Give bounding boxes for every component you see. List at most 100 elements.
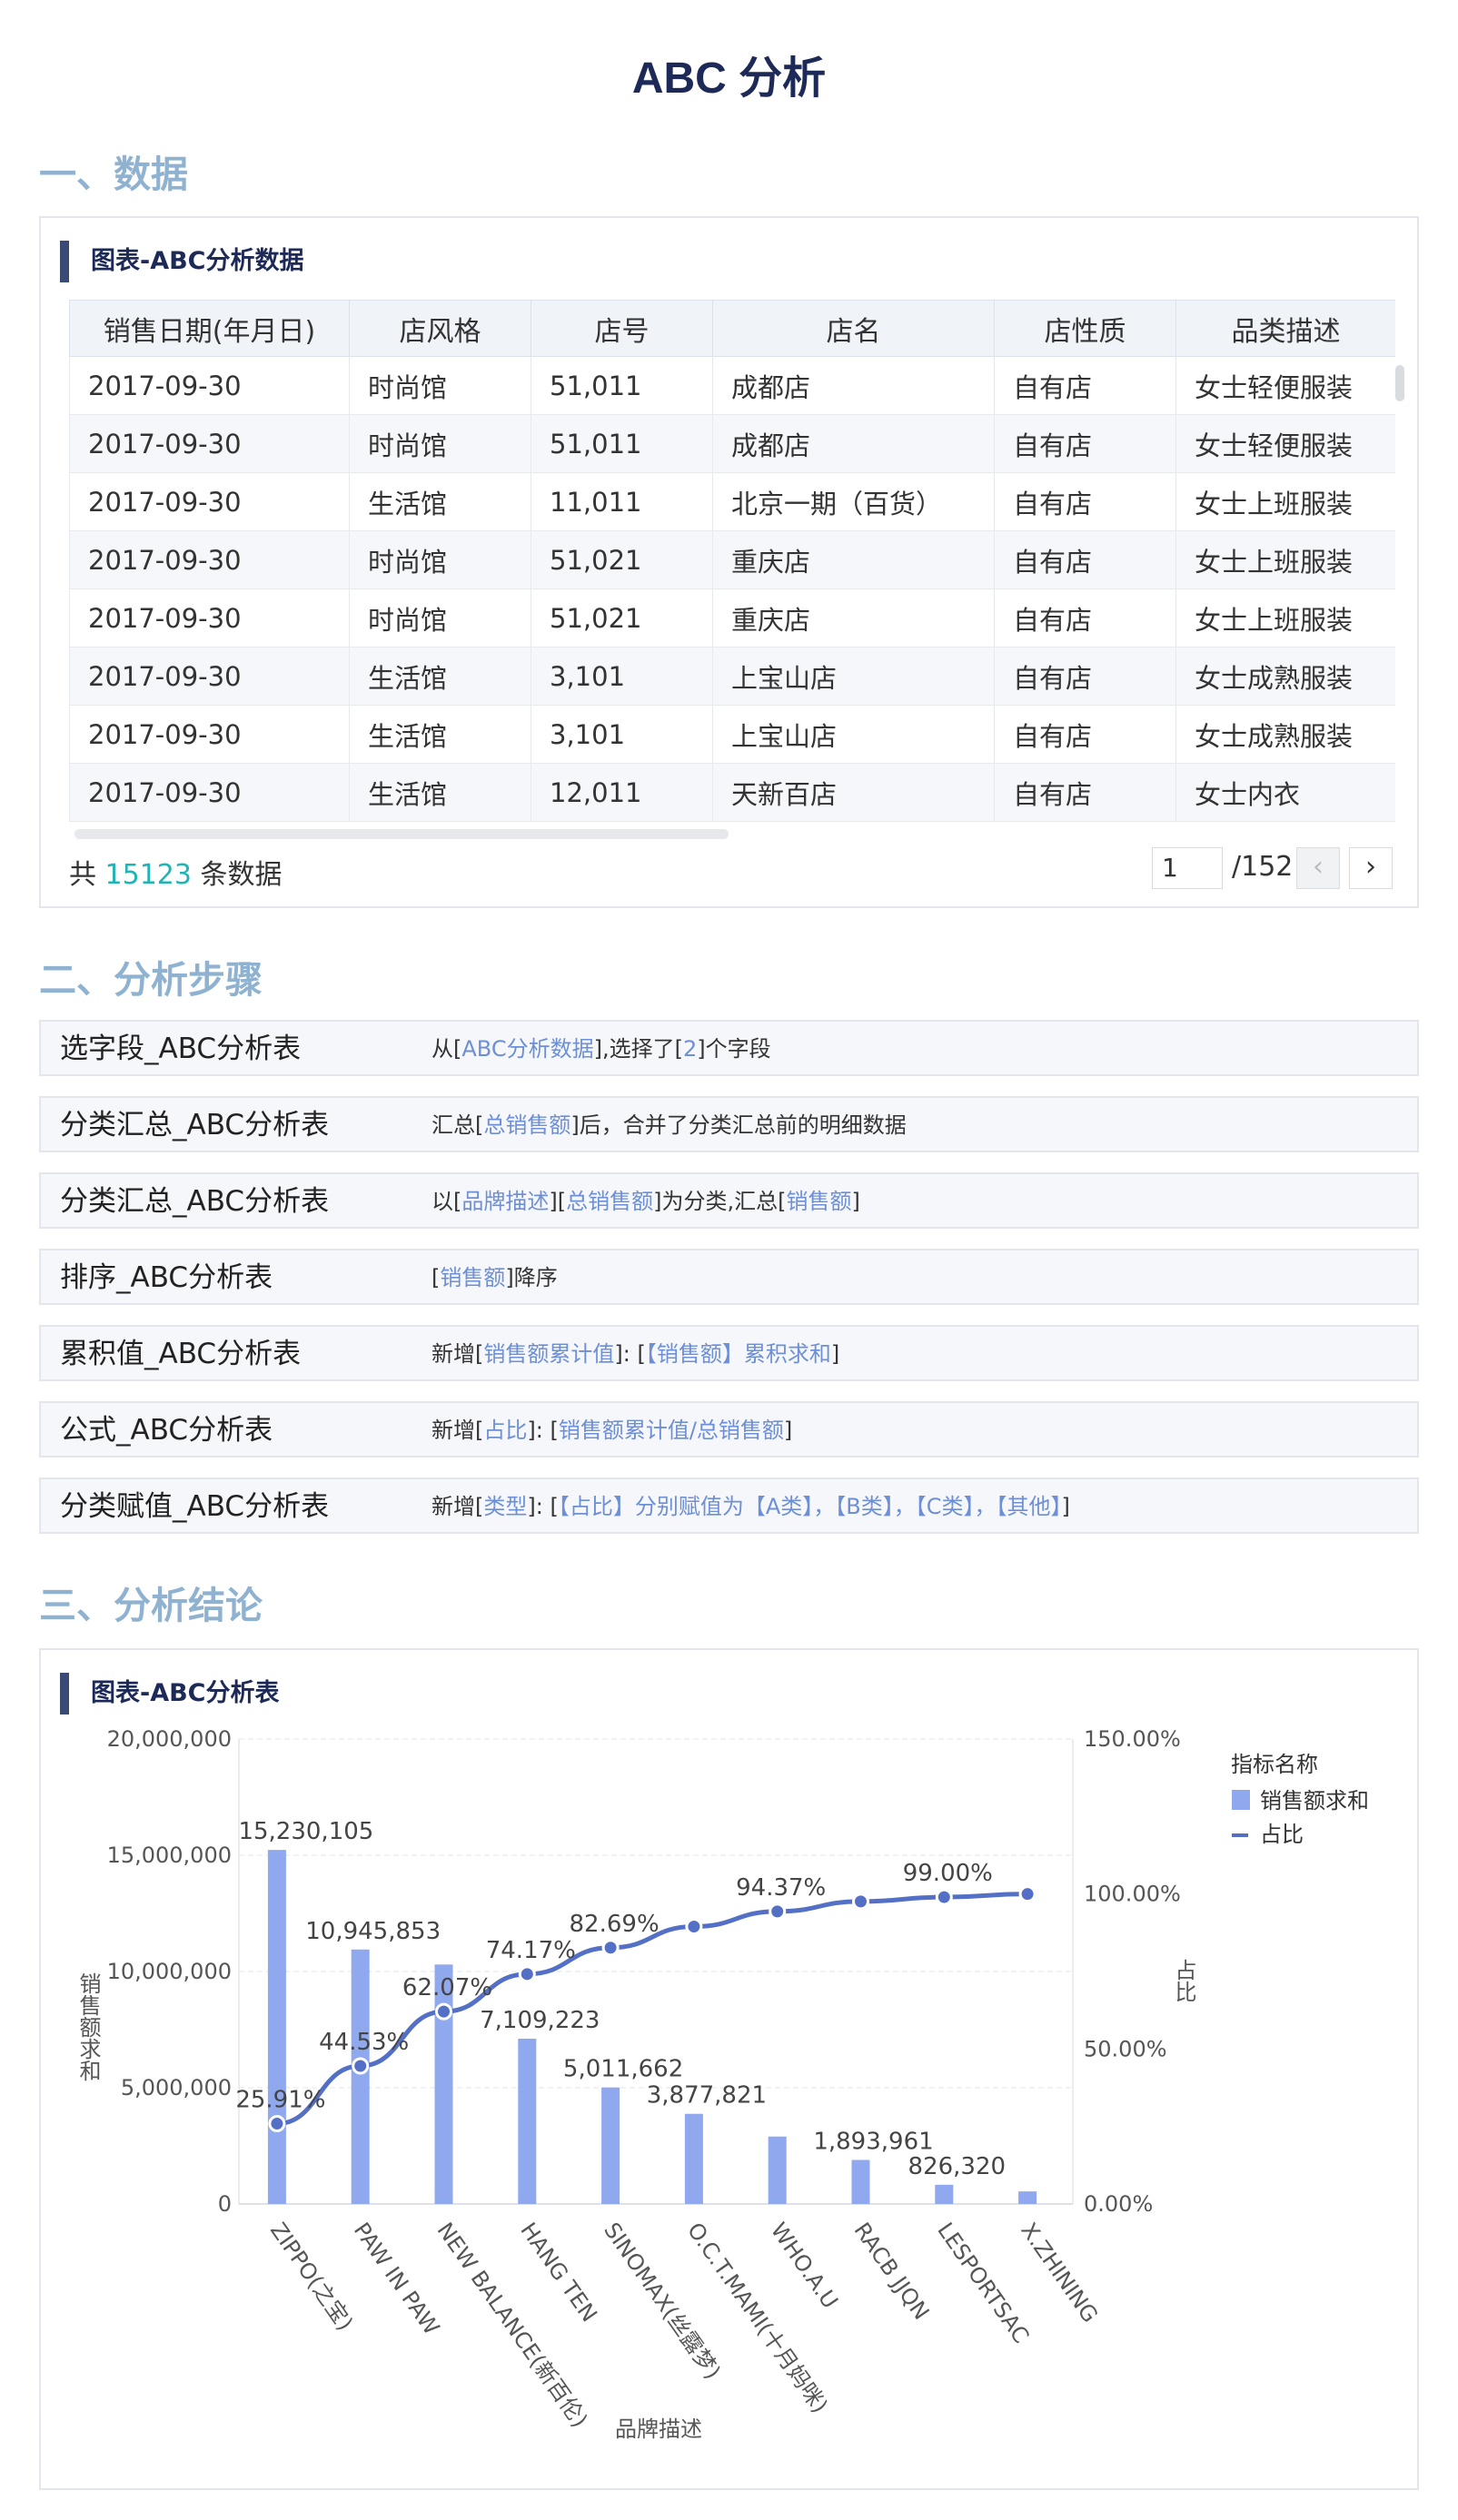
ratio-point xyxy=(352,2057,370,2075)
column-header[interactable]: 店性质 xyxy=(994,300,1176,357)
step-field-ref: ABC分析数据 xyxy=(461,1036,594,1062)
analysis-step[interactable]: 分类赋值_ABC分析表 新增[类型]: [【占比】分别赋值为【A类】，【B类】，【… xyxy=(39,1477,1419,1534)
analysis-step[interactable]: 分类汇总_ABC分析表 汇总[总销售额]后，合并了分类汇总前的明细数据 xyxy=(39,1096,1419,1152)
table-cell: 自有店 xyxy=(994,356,1176,415)
next-page-button[interactable]: › xyxy=(1349,847,1393,889)
analysis-step[interactable]: 累积值_ABC分析表 新增[销售额累计值]: [【销售额】累积求和] xyxy=(39,1325,1419,1381)
table-cell: 生活馆 xyxy=(349,763,531,822)
table-row[interactable]: 2017-09-30 生活馆 3,101 上宝山店 自有店 女士成熟服装 xyxy=(69,647,1395,706)
y-tick-label: 0 xyxy=(218,2191,232,2217)
total-prefix: 共 xyxy=(69,859,96,891)
step-field-ref: 品牌描述 xyxy=(461,1189,550,1214)
step-text: 从[ xyxy=(431,1036,462,1062)
analysis-step[interactable]: 公式_ABC分析表 新增[占比]: [销售额累计值/总销售额] xyxy=(39,1401,1419,1458)
step-field-ref: 总销售额 xyxy=(483,1112,571,1138)
x-tick-label: PAW IN PAW xyxy=(349,2218,444,2339)
table-cell: 自有店 xyxy=(994,705,1176,764)
table-cell: 女士成熟服装 xyxy=(1175,705,1395,764)
x-tick-label: X.ZHINING xyxy=(1016,2218,1103,2327)
table-cell: 2017-09-30 xyxy=(69,356,350,415)
column-header[interactable]: 店风格 xyxy=(349,300,531,357)
bar-data-label: 826,320 xyxy=(908,2153,1007,2180)
analysis-step[interactable]: 选字段_ABC分析表 从[ABC分析数据],选择了[2]个字段 xyxy=(39,1020,1419,1076)
step-text: ]: [ xyxy=(527,1494,559,1519)
table-cell: 2017-09-30 xyxy=(69,472,350,531)
table-row[interactable]: 2017-09-30 时尚馆 51,021 重庆店 自有店 女士上班服装 xyxy=(69,588,1395,647)
table-row[interactable]: 2017-09-30 生活馆 3,101 上宝山店 自有店 女士成熟服装 xyxy=(69,705,1395,764)
y2-tick-label: 50.00% xyxy=(1084,2036,1167,2061)
step-field-ref: 占比 xyxy=(483,1418,528,1443)
total-count: 15123 xyxy=(104,859,192,891)
section-title-data: 一、数据 xyxy=(39,153,188,196)
bar-data-label: 7,109,223 xyxy=(480,2007,600,2034)
x-tick-label: LESPORTSAC xyxy=(932,2218,1034,2347)
ratio-data-label: 94.37% xyxy=(736,1874,826,1902)
step-field-ref: 类型 xyxy=(483,1494,528,1519)
x-tick-label: HANG TEN xyxy=(515,2218,601,2327)
table-cell: 自有店 xyxy=(994,414,1176,473)
bar-data-label: 1,893,961 xyxy=(813,2129,933,2156)
table-cell: 时尚馆 xyxy=(349,530,531,589)
column-header[interactable]: 销售日期(年月日) xyxy=(69,300,350,357)
ratio-point xyxy=(518,1965,536,1983)
bar xyxy=(684,2113,703,2204)
ratio-point xyxy=(1018,1885,1036,1903)
table-row[interactable]: 2017-09-30 生活馆 11,011 北京一期（百货） 自有店 女士上班服装 xyxy=(69,472,1395,531)
step-text: ][ xyxy=(549,1189,567,1214)
section-title-steps: 二、分析步骤 xyxy=(39,958,263,1002)
bar xyxy=(518,2039,537,2204)
ratio-point xyxy=(852,1892,869,1911)
step-text: ] xyxy=(1061,1494,1070,1519)
column-header[interactable]: 店号 xyxy=(531,300,713,357)
step-field-ref: 2 xyxy=(682,1036,698,1062)
step-description: 新增[占比]: [销售额累计值/总销售额] xyxy=(431,1403,792,1458)
step-field-ref: 【销售额】累积求和 xyxy=(645,1341,831,1367)
table-cell: 2017-09-30 xyxy=(69,763,350,822)
step-name: 排序_ABC分析表 xyxy=(60,1261,273,1294)
table-cell: 2017-09-30 xyxy=(69,588,350,647)
data-table-wrap[interactable]: 销售日期(年月日) 店风格 店号 店名 店性质 品类描述 2017-09-30 时… xyxy=(69,300,1395,822)
table-cell: 51,021 xyxy=(531,530,713,589)
bar xyxy=(768,2136,787,2204)
step-text: ] xyxy=(851,1189,860,1214)
bar-data-label: 5,011,662 xyxy=(563,2056,683,2083)
y-tick-label: 5,000,000 xyxy=(121,2075,232,2100)
table-cell: 时尚馆 xyxy=(349,588,531,647)
step-text: 汇总[ xyxy=(431,1112,484,1138)
step-text: 新增[ xyxy=(431,1341,484,1367)
step-field-ref: 【占比】分别赋值为【A类】，【B类】，【C类】，【其他】 xyxy=(558,1494,1062,1519)
prev-page-button[interactable]: ‹ xyxy=(1296,847,1340,889)
step-description: 新增[销售额累计值]: [【销售额】累积求和] xyxy=(431,1327,839,1381)
column-header[interactable]: 店名 xyxy=(712,300,995,357)
table-cell: 成都店 xyxy=(712,356,995,415)
total-pages: /152 xyxy=(1232,851,1294,883)
table-cell: 女士上班服装 xyxy=(1175,472,1395,531)
ratio-data-label: 44.53% xyxy=(319,2029,409,2056)
table-cell: 自有店 xyxy=(994,530,1176,589)
horizontal-scrollbar[interactable] xyxy=(74,829,729,839)
step-text: 以[ xyxy=(431,1189,462,1214)
table-row[interactable]: 2017-09-30 时尚馆 51,021 重庆店 自有店 女士上班服装 xyxy=(69,530,1395,589)
step-name: 累积值_ABC分析表 xyxy=(60,1338,302,1370)
column-header[interactable]: 品类描述 xyxy=(1175,300,1395,357)
total-suffix: 条数据 xyxy=(200,859,283,891)
ratio-point xyxy=(268,2115,286,2133)
page-number-input[interactable]: 1 xyxy=(1152,847,1223,889)
analysis-step[interactable]: 分类汇总_ABC分析表 以[品牌描述][总销售额]为分类,汇总[销售额] xyxy=(39,1172,1419,1229)
vertical-scrollbar[interactable] xyxy=(1395,365,1404,401)
data-card: 图表-ABC分析数据 销售日期(年月日) 店风格 店号 店名 店性质 品类描述 … xyxy=(39,216,1419,908)
ratio-data-label: 99.00% xyxy=(903,1860,993,1887)
step-name: 分类汇总_ABC分析表 xyxy=(60,1109,330,1141)
table-cell: 生活馆 xyxy=(349,472,531,531)
step-field-ref: 总销售额 xyxy=(566,1189,654,1214)
table-row[interactable]: 2017-09-30 生活馆 12,011 天新百店 自有店 女士内衣 xyxy=(69,763,1395,822)
step-name: 分类汇总_ABC分析表 xyxy=(60,1185,330,1218)
table-row[interactable]: 2017-09-30 时尚馆 51,011 成都店 自有店 女士轻便服装 xyxy=(69,414,1395,473)
table-cell: 2017-09-30 xyxy=(69,647,350,706)
table-cell: 上宝山店 xyxy=(712,647,995,706)
table-row[interactable]: 2017-09-30 时尚馆 51,011 成都店 自有店 女士轻便服装 xyxy=(69,356,1395,415)
table-cell: 时尚馆 xyxy=(349,414,531,473)
chevron-right-icon: › xyxy=(1365,851,1376,883)
analysis-step[interactable]: 排序_ABC分析表 [销售额]降序 xyxy=(39,1249,1419,1305)
table-cell: 生活馆 xyxy=(349,647,531,706)
